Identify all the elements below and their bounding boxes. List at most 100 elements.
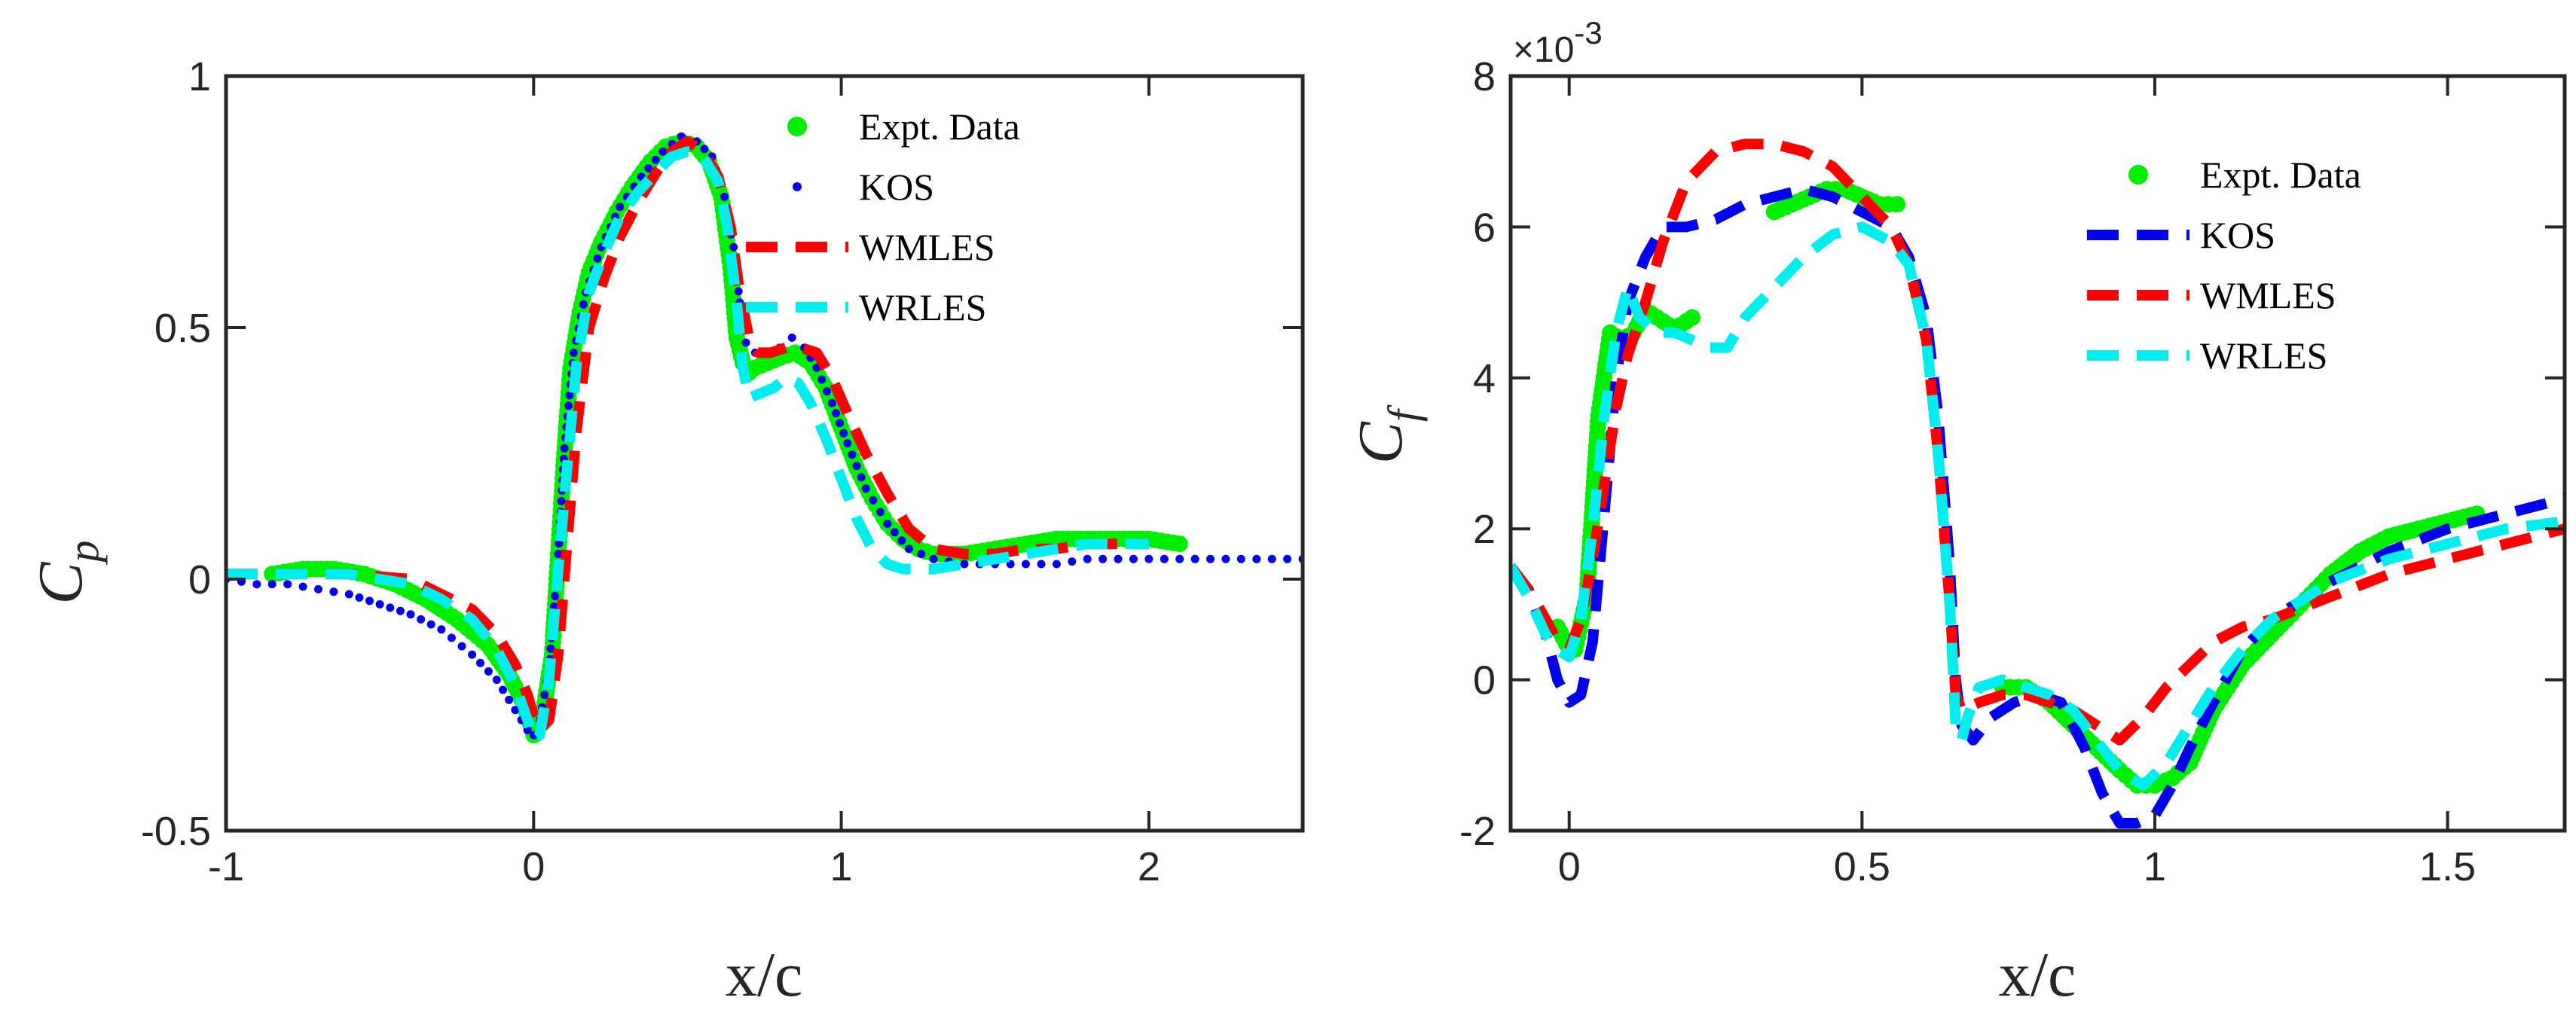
cp-series-kos-point (960, 560, 969, 569)
cp-legend-entry-wmles: WMLES (746, 226, 995, 268)
cp-plot: -1 0 1 2 -0.5 0 0.5 1 Expt. Data KOS WMLES WRLES x… (26, 54, 1305, 1010)
cp-ticks: -1 0 1 2 -0.5 0 0.5 1 (141, 54, 1303, 889)
cp-legend-label: Expt. Data (859, 105, 1020, 148)
cp-series-kos-point (890, 528, 899, 537)
cf-xtick-label: 0 (1558, 844, 1581, 889)
cp-series-kos-point (883, 520, 892, 528)
cp-series-kos (226, 132, 1303, 740)
cp-series-kos-point (593, 254, 602, 263)
cf-legend-entry-wmles: WMLES (2087, 274, 2336, 316)
cp-series-kos-point (616, 203, 625, 212)
cp-series-kos-point (505, 695, 514, 704)
cp-legend-entry-expt-data: Expt. Data (787, 105, 1020, 148)
cp-legend-swatch (793, 182, 802, 191)
cp-legend-entry-wrles: WRLES (746, 286, 986, 328)
cp-xtick-label: 2 (1138, 844, 1160, 889)
cp-series-kos-point (852, 462, 861, 471)
cp-series-kos-point (557, 497, 566, 505)
cp-series-kos-point (904, 545, 913, 554)
cp-series-kos-point (861, 484, 870, 493)
cp-xlabel: x/c (726, 940, 803, 1010)
cf-ytick-label: 2 (1473, 507, 1496, 552)
cp-legend-entry-kos: KOS (793, 166, 934, 208)
cp-series-kos-point (283, 580, 292, 589)
cf-xtick-label: 1 (2144, 844, 2166, 889)
cp-series-kos-point (929, 554, 938, 563)
cf-ytick-label: 0 (1473, 658, 1496, 703)
cp-series-kos-point (492, 676, 501, 685)
cf-legend-label: KOS (2200, 214, 2275, 256)
cp-series-kos-point (1190, 554, 1199, 563)
cp-ytick-label: 1 (188, 54, 211, 99)
cp-series-kos-point (1175, 554, 1184, 563)
cp-legend-label: WMLES (859, 226, 995, 268)
cp-legend-swatch (787, 117, 807, 136)
cf-series-expt-data-point (1683, 309, 1701, 326)
cp-series-wrles-line (226, 146, 1149, 746)
cp-series-kos-point (476, 658, 484, 667)
cp-series-kos-point (457, 642, 466, 651)
cp-legend-label: WRLES (859, 286, 986, 328)
cp-series-kos-point (484, 667, 493, 676)
cf-ytick-label: -2 (1459, 809, 1496, 854)
cp-series-kos-point (426, 620, 435, 629)
cf-xlabel: x/c (1999, 940, 2076, 1010)
cp-series-expt-data-point (1171, 535, 1188, 553)
cp-series-kos-point (560, 444, 569, 453)
cp-ytick-label: -0.5 (141, 809, 211, 854)
cp-series-kos-point (729, 243, 738, 252)
cf-exponent-base: ×10 (1513, 30, 1574, 70)
cf-legend-swatch (2128, 165, 2148, 185)
cp-series-kos-point (869, 496, 878, 505)
cf-legend-label: WMLES (2200, 274, 2336, 316)
cp-series-kos-point (857, 473, 866, 482)
cp-ylabel: Cp (26, 540, 108, 604)
cp-series-kos-point (651, 155, 660, 164)
cp-series-kos-point (839, 429, 848, 438)
cp-ytick-label: 0 (188, 557, 211, 602)
cp-series-kos-point (540, 691, 549, 700)
cp-series-kos-point (396, 606, 405, 615)
cp-series-kos-point (1236, 554, 1245, 563)
cf-ylabel-main: C (1346, 421, 1416, 464)
cp-series-kos-point (579, 300, 588, 309)
cp-series-kos-point (569, 348, 578, 357)
cp-series-kos-point (546, 644, 555, 653)
cf-xtick-label: 1.5 (2419, 844, 2476, 889)
cp-series-kos-point (720, 192, 729, 201)
cp-series-kos-point (659, 147, 668, 156)
cp-series-kos-point (897, 536, 906, 545)
cp-series-kos-point (817, 375, 827, 384)
cp-legend: Expt. Data KOS WMLES WRLES (746, 105, 1020, 328)
cf-legend: Expt. Data KOS WMLES WRLES (2087, 154, 2361, 377)
cp-series-kos-point (1221, 554, 1230, 563)
cf-ytick-label: 4 (1473, 356, 1496, 401)
cp-series-kos-point (375, 599, 384, 609)
cp-series-kos-point (1206, 554, 1215, 563)
cp-series-kos-point (355, 593, 364, 602)
cp-series-kos-point (836, 419, 844, 428)
cf-legend-entry-kos: KOS (2087, 214, 2275, 256)
cp-ylabel-main: C (26, 562, 96, 605)
cp-series-kos-point (564, 401, 573, 410)
cp-ylabel-sub: p (59, 540, 108, 565)
cf-series-layer (1511, 139, 2565, 828)
cp-series-kos-point (468, 650, 477, 659)
cp-series-kos-point (554, 550, 563, 559)
cf-legend-entry-wrles: WRLES (2087, 334, 2327, 377)
cf-axes-frame (1508, 74, 2567, 833)
cf-series-expt-data-point (1889, 196, 1905, 213)
cp-series-kos-point (848, 450, 857, 459)
cp-series-kos-point (252, 580, 261, 589)
cp-series-kos-point (1144, 554, 1154, 563)
cp-series-kos-point (499, 685, 507, 694)
cp-legend-label: KOS (859, 166, 934, 208)
cf-legend-label: Expt. Data (2200, 154, 2361, 196)
cf-ytick-label: 8 (1473, 54, 1496, 99)
cp-xtick-label: 0 (522, 844, 545, 889)
cp-series-kos-point (1068, 557, 1077, 566)
cp-series-kos-point (1267, 554, 1276, 563)
